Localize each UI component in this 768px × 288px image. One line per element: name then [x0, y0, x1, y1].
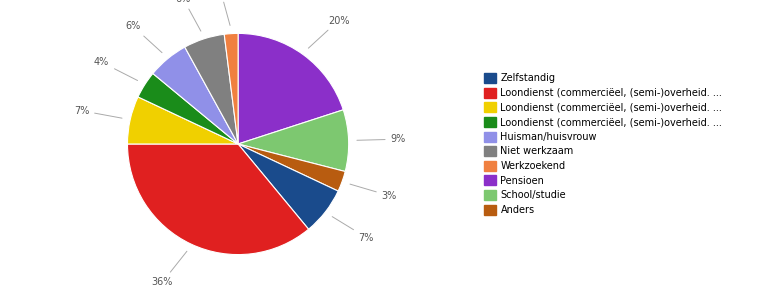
Legend: Zelfstandig, Loondienst (commerciëel, (semi-)overheid. ..., Loondienst (commerci: Zelfstandig, Loondienst (commerciëel, (s…: [481, 70, 725, 218]
Wedge shape: [127, 144, 309, 255]
Wedge shape: [224, 33, 238, 144]
Text: 7%: 7%: [74, 106, 122, 118]
Text: 3%: 3%: [350, 184, 397, 201]
Wedge shape: [138, 73, 238, 144]
Wedge shape: [153, 47, 238, 144]
Wedge shape: [185, 34, 238, 144]
Text: 2%: 2%: [214, 0, 230, 25]
Text: 6%: 6%: [176, 0, 201, 31]
Text: 9%: 9%: [357, 134, 406, 144]
Text: 36%: 36%: [152, 251, 187, 287]
Text: 4%: 4%: [94, 57, 137, 81]
Wedge shape: [127, 97, 238, 144]
Wedge shape: [238, 144, 345, 191]
Wedge shape: [238, 33, 343, 144]
Text: 20%: 20%: [309, 16, 349, 48]
Wedge shape: [238, 144, 338, 229]
Wedge shape: [238, 110, 349, 171]
Text: 7%: 7%: [333, 217, 374, 242]
Text: 6%: 6%: [125, 21, 162, 53]
